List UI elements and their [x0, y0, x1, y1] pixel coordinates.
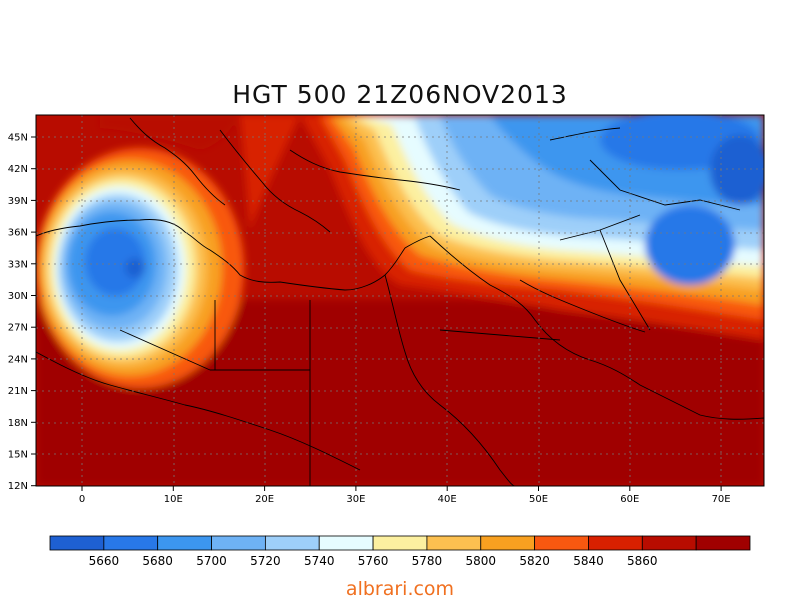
colorbar-label: 5760 [358, 554, 389, 568]
colorbar-label: 5680 [142, 554, 173, 568]
x-tick-label: 30E [346, 494, 365, 505]
x-tick-label: 70E [712, 494, 731, 505]
colorbar-label: 5660 [89, 554, 120, 568]
y-tick-label: 21N [8, 386, 28, 397]
y-tick-label: 12N [8, 481, 28, 492]
y-tick-label: 39N [8, 196, 28, 207]
colorbar-label: 5740 [304, 554, 335, 568]
coastlines [36, 117, 764, 486]
y-tick-label: 36N [8, 228, 28, 239]
colorbar-label: 5860 [627, 554, 658, 568]
y-tick-label: 18N [8, 418, 28, 429]
colorbar-swatch [695, 535, 751, 551]
colorbar-label: 5800 [465, 554, 496, 568]
credit-text: albrari.com [345, 578, 455, 600]
colorbar-swatch [641, 535, 697, 551]
colorbar: 5660 5680 5700 5720 5740 5760 5780 5800 5820 5840… [49, 535, 751, 568]
x-tick-label: 0 [79, 494, 85, 505]
colorbar-swatch [318, 535, 374, 551]
height-field [36, 115, 764, 486]
y-tick-label: 45N [8, 133, 28, 144]
x-axis-ticks: 0 10E 20E 30E 40E 50E 60E 70E [79, 486, 731, 505]
colorbar-label: 5780 [412, 554, 443, 568]
colorbar-swatch [588, 535, 643, 551]
colorbar-label: 5720 [250, 554, 281, 568]
gridlines [36, 115, 764, 486]
y-tick-label: 15N [8, 450, 28, 461]
x-tick-label: 10E [164, 494, 183, 505]
x-tick-label: 60E [620, 494, 639, 505]
colorbar-swatch [157, 535, 212, 551]
colorbar-swatch [49, 535, 105, 551]
y-tick-label: 24N [8, 354, 28, 365]
plot-frame [35, 114, 765, 487]
colorbar-label: 5840 [573, 554, 604, 568]
colorbar-swatch [103, 535, 159, 551]
colorbar-label: 5700 [196, 554, 227, 568]
y-tick-label: 27N [8, 323, 28, 334]
colorbar-swatch [264, 535, 320, 551]
y-tick-label: 42N [8, 164, 28, 175]
map-title: HGT 500 21Z06NOV2013 [232, 80, 568, 109]
colorbar-swatch [426, 535, 482, 551]
colorbar-label: 5820 [519, 554, 550, 568]
colorbar-swatch [480, 535, 536, 551]
colorbar-swatch [211, 535, 266, 551]
x-tick-label: 50E [529, 494, 548, 505]
colorbar-swatch [372, 535, 428, 551]
y-tick-label: 30N [8, 291, 28, 302]
x-tick-label: 40E [438, 494, 457, 505]
y-tick-label: 33N [8, 259, 28, 270]
y-axis-ticks: 45N 42N 39N 36N 33N 30N 27N 24N 21N 18N 15N 12N [8, 133, 36, 492]
colorbar-swatch [534, 535, 589, 551]
x-tick-label: 20E [255, 494, 274, 505]
